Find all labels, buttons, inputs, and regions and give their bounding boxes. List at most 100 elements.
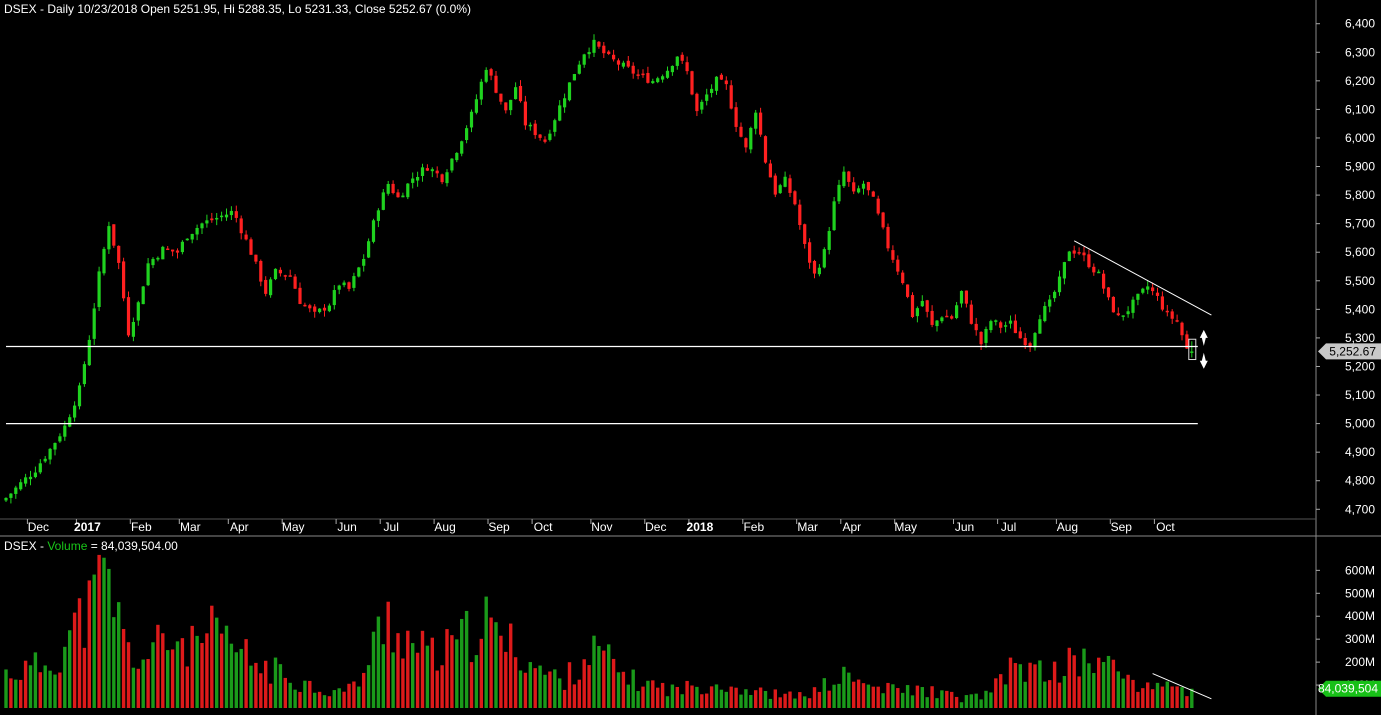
volume-bars	[4, 554, 1194, 708]
candle-body	[48, 448, 52, 460]
volume-bar	[886, 682, 890, 708]
price-y-tick-label: 5,200	[1345, 359, 1375, 373]
volume-bar	[1101, 662, 1106, 708]
volume-bar	[935, 698, 939, 708]
date-x-tick-label: Dec	[645, 520, 666, 534]
candle-body	[989, 321, 993, 331]
candle-body	[151, 258, 155, 266]
volume-bar	[293, 689, 297, 708]
volume-bar	[494, 622, 498, 708]
volume-bar	[1150, 689, 1155, 708]
volume-bar	[195, 635, 199, 708]
volume-bar	[205, 633, 209, 708]
volume-bar	[866, 684, 871, 708]
volume-bar	[758, 687, 763, 708]
volume-bar	[411, 643, 415, 708]
volume-bar	[999, 674, 1003, 708]
date-x-tick-label: 2018	[687, 520, 714, 534]
candle-body	[391, 183, 395, 194]
volume-bar	[484, 596, 488, 708]
candle-body	[1131, 299, 1135, 313]
volume-bar	[1092, 672, 1096, 708]
volume-bar	[1067, 647, 1071, 708]
candle-body	[494, 75, 498, 93]
volume-bar	[915, 685, 920, 708]
volume-bar	[812, 687, 817, 708]
candle-body	[891, 250, 895, 260]
candle-body	[543, 139, 547, 142]
price-y-axis: 6,400 6,300 6,200 6,100 6,000 5,900 5,800 5,700…	[1316, 17, 1375, 516]
candle-body	[945, 315, 949, 318]
candle-body	[396, 192, 400, 198]
candle-body	[1170, 311, 1174, 319]
volume-bar	[347, 683, 351, 708]
volume-bar	[656, 687, 660, 708]
volume-bar	[896, 688, 900, 708]
candle-body	[999, 322, 1003, 328]
last-price-tag-label: 5,252.67	[1329, 344, 1376, 358]
volume-bar	[989, 692, 993, 708]
candle-body	[357, 267, 361, 277]
candle-body	[249, 239, 253, 255]
candle-body	[749, 127, 753, 150]
volume-bar	[705, 693, 709, 708]
candle-body	[881, 212, 885, 228]
candle-body	[974, 323, 978, 331]
date-x-tick-label: Aug	[434, 520, 455, 534]
candle-body	[14, 487, 18, 494]
candle-body	[435, 170, 439, 174]
volume-bar	[352, 681, 356, 708]
price-y-tick-label: 5,900	[1345, 160, 1375, 174]
volume-bar	[332, 690, 336, 708]
candle-body	[1004, 325, 1008, 327]
volume-bar	[366, 665, 371, 708]
candle-body	[719, 74, 723, 80]
volume-bar	[1121, 678, 1125, 708]
volume-bar	[660, 682, 665, 708]
candle-body	[857, 188, 861, 193]
volume-bar	[719, 689, 724, 708]
candle-body	[1155, 292, 1160, 296]
volume-bar	[621, 671, 626, 708]
volume-bar	[1111, 659, 1116, 708]
date-x-tick-label: 2017	[74, 520, 101, 534]
date-x-tick-label: Apr	[230, 520, 249, 534]
volume-bar	[229, 643, 234, 708]
candle-body	[337, 285, 341, 290]
volume-bar	[1003, 684, 1008, 708]
volume-y-tick-label: 600M	[1345, 563, 1375, 577]
candle-body	[788, 178, 792, 193]
candle-body	[33, 472, 37, 478]
volume-bar	[288, 682, 292, 708]
candle-body	[837, 184, 841, 202]
candle-body	[646, 73, 650, 83]
volume-bar	[1008, 657, 1013, 708]
volume-bar	[1052, 661, 1057, 708]
volume-bar	[729, 686, 733, 708]
candle-body	[68, 417, 72, 427]
candle-body	[77, 385, 82, 407]
volume-bar	[102, 557, 106, 708]
volume-bar	[1082, 648, 1086, 708]
volume-bar	[788, 691, 792, 708]
volume-bar	[543, 674, 547, 708]
candle-body	[327, 305, 331, 312]
candle-body	[582, 54, 586, 65]
volume-bar	[126, 642, 131, 708]
candle-body	[244, 234, 248, 240]
volume-bar	[734, 687, 738, 708]
date-x-tick-label: Dec	[28, 520, 49, 534]
candle-body	[518, 85, 523, 102]
candle-body	[656, 78, 660, 83]
volume-bar	[1141, 688, 1145, 708]
candle-body	[533, 123, 537, 136]
candle-body	[852, 182, 856, 192]
last-volume-tag-label: 84,039,504	[1318, 682, 1378, 696]
candle-body	[670, 65, 674, 73]
candle-body	[1062, 262, 1066, 279]
candle-body	[1038, 319, 1042, 334]
volume-y-tick-label: 500M	[1345, 586, 1375, 600]
volume-bar	[974, 693, 978, 708]
price-y-tick-label: 5,000	[1345, 417, 1375, 431]
